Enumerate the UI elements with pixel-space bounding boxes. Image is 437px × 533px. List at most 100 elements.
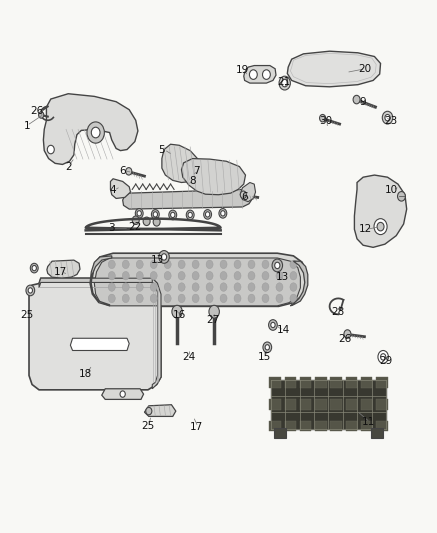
Text: 7: 7 <box>194 166 200 176</box>
Text: 17: 17 <box>190 422 203 432</box>
Circle shape <box>290 260 297 269</box>
Circle shape <box>178 260 185 269</box>
Circle shape <box>248 294 255 303</box>
Text: 15: 15 <box>258 352 271 362</box>
Text: 19: 19 <box>236 65 249 75</box>
Circle shape <box>290 271 297 280</box>
Circle shape <box>220 260 227 269</box>
Text: 21: 21 <box>277 77 291 87</box>
Circle shape <box>353 95 360 104</box>
Circle shape <box>250 70 257 79</box>
Circle shape <box>381 354 386 360</box>
Bar <box>270 377 281 387</box>
Bar <box>346 399 357 409</box>
Circle shape <box>248 271 255 280</box>
Circle shape <box>122 283 129 292</box>
Bar <box>361 421 372 431</box>
Text: 13: 13 <box>276 272 289 282</box>
Circle shape <box>126 167 132 175</box>
Circle shape <box>262 260 269 269</box>
Circle shape <box>234 271 241 280</box>
Text: 22: 22 <box>128 222 142 232</box>
Circle shape <box>206 294 213 303</box>
Circle shape <box>263 70 271 79</box>
Circle shape <box>377 222 384 231</box>
Circle shape <box>234 294 241 303</box>
Polygon shape <box>47 260 80 278</box>
Circle shape <box>192 271 199 280</box>
Bar <box>376 377 388 387</box>
Circle shape <box>164 283 171 292</box>
Text: 5: 5 <box>159 144 165 155</box>
Circle shape <box>150 283 157 292</box>
Text: 28: 28 <box>331 306 344 317</box>
Circle shape <box>205 212 210 217</box>
Bar <box>285 377 296 387</box>
Circle shape <box>135 208 143 218</box>
Text: 11: 11 <box>362 417 375 427</box>
Bar <box>330 421 342 431</box>
Polygon shape <box>39 278 157 288</box>
Text: 24: 24 <box>182 352 195 362</box>
Circle shape <box>276 283 283 292</box>
Bar <box>361 377 372 387</box>
Circle shape <box>276 294 283 303</box>
Bar <box>274 427 287 438</box>
Bar <box>270 399 281 409</box>
Bar <box>315 377 326 387</box>
Circle shape <box>282 79 288 87</box>
Text: 20: 20 <box>358 64 371 74</box>
Text: 9: 9 <box>359 96 366 107</box>
Bar <box>300 421 311 431</box>
Polygon shape <box>29 278 161 390</box>
Circle shape <box>248 283 255 292</box>
Circle shape <box>206 283 213 292</box>
Text: 2: 2 <box>65 161 72 172</box>
Circle shape <box>47 146 54 154</box>
Circle shape <box>172 305 182 318</box>
Text: 25: 25 <box>141 421 155 431</box>
Circle shape <box>262 283 269 292</box>
Circle shape <box>32 265 36 271</box>
Circle shape <box>385 115 390 121</box>
Text: 6: 6 <box>119 166 126 176</box>
Circle shape <box>132 216 139 224</box>
Text: 14: 14 <box>276 325 290 335</box>
Circle shape <box>150 260 157 269</box>
Polygon shape <box>70 338 129 351</box>
Circle shape <box>151 209 159 219</box>
Bar <box>376 421 388 431</box>
Circle shape <box>290 294 297 303</box>
Polygon shape <box>94 258 300 306</box>
Circle shape <box>219 208 227 218</box>
Bar <box>315 421 326 431</box>
Text: 18: 18 <box>79 369 92 379</box>
Circle shape <box>136 294 143 303</box>
Bar <box>285 399 296 409</box>
Circle shape <box>178 271 185 280</box>
Text: 12: 12 <box>359 224 372 235</box>
Circle shape <box>290 283 297 292</box>
Circle shape <box>28 288 32 293</box>
Circle shape <box>262 271 269 280</box>
Polygon shape <box>43 94 138 165</box>
Circle shape <box>122 294 129 303</box>
Circle shape <box>122 260 129 269</box>
Circle shape <box>136 283 143 292</box>
Circle shape <box>161 254 166 260</box>
Circle shape <box>143 217 150 225</box>
Circle shape <box>159 251 169 263</box>
Circle shape <box>186 210 194 220</box>
Bar <box>285 421 296 431</box>
Circle shape <box>108 283 115 292</box>
Text: 26: 26 <box>30 106 43 116</box>
Circle shape <box>378 351 388 364</box>
Text: 4: 4 <box>110 185 116 196</box>
Bar <box>346 377 357 387</box>
Text: 27: 27 <box>207 314 220 325</box>
Circle shape <box>265 345 270 350</box>
Circle shape <box>234 283 241 292</box>
Polygon shape <box>123 189 253 209</box>
Circle shape <box>30 263 38 273</box>
Circle shape <box>220 283 227 292</box>
